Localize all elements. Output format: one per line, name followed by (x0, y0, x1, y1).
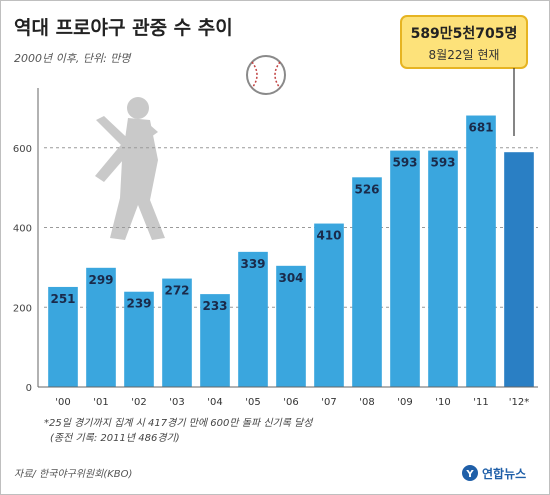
bar (86, 267, 116, 387)
data-label: 239 (126, 297, 151, 311)
data-label: 410 (316, 229, 341, 243)
svg-text:Y: Y (465, 469, 474, 480)
bar (390, 150, 420, 387)
footnote-2: (종전 기록: 2011년 486경기) (50, 432, 180, 444)
data-label: 593 (392, 156, 417, 170)
data-label: 681 (468, 121, 493, 135)
baseball-icon (246, 55, 286, 95)
bar (124, 291, 154, 387)
x-tick-label: '07 (321, 397, 336, 408)
bar (238, 251, 268, 387)
data-label: 339 (240, 257, 265, 271)
axis: 0 200 400 600 '00 '01 '02 '03 '04 '05 '06 '07 '08 '09… (13, 88, 538, 408)
data-label: 251 (50, 292, 75, 306)
bar (466, 115, 496, 388)
y-tick-label: 0 (26, 383, 32, 394)
bar (314, 223, 344, 387)
bar (428, 150, 458, 387)
x-tick-label: '02 (131, 397, 146, 408)
bar (352, 177, 382, 387)
x-tick-label: '12* (509, 397, 529, 408)
x-tick-label: '05 (245, 397, 260, 408)
source-credit: 자료/ 한국야구위원회(KBO) (14, 468, 132, 480)
callout-line2: 8월22일 현재 (429, 48, 500, 62)
brand-logo: Y 연합뉴스 (462, 465, 526, 481)
y-tick-label: 400 (13, 224, 32, 235)
callout: 589만5천705명 8월22일 현재 (400, 15, 528, 136)
brand-name: 연합뉴스 (482, 466, 526, 481)
bar (504, 152, 534, 387)
batter-silhouette (95, 97, 165, 240)
data-label: 272 (164, 284, 189, 298)
x-tick-label: '04 (207, 397, 222, 408)
x-tick-label: '03 (169, 397, 184, 408)
x-tick-label: '06 (283, 397, 298, 408)
bars: 251 299 239 272 233 339 304 410 526 593 593 681 (48, 115, 534, 388)
data-label: 304 (278, 271, 303, 285)
data-label: 526 (354, 182, 379, 196)
footnote-1: *25일 경기까지 집계 시 417경기 만에 600만 돌파 신기록 달성 (44, 417, 314, 429)
data-label: 593 (430, 156, 455, 170)
bar (200, 294, 230, 387)
x-tick-label: '10 (435, 397, 450, 408)
bar (48, 286, 78, 387)
bar (276, 265, 306, 387)
callout-line1: 589만5천705명 (411, 25, 518, 42)
x-tick-label: '09 (397, 397, 412, 408)
y-tick-label: 200 (13, 303, 32, 314)
x-tick-label: '11 (473, 397, 488, 408)
data-label: 233 (202, 299, 227, 313)
chart-subtitle: 2000년 이후, 단위: 만명 (14, 52, 132, 65)
bar (162, 278, 192, 387)
chart-title: 역대 프로야구 관중 수 추이 (14, 17, 233, 39)
x-tick-label: '01 (93, 397, 108, 408)
x-tick-label: '00 (55, 397, 70, 408)
x-tick-label: '08 (359, 397, 374, 408)
y-tick-label: 600 (13, 144, 32, 155)
data-label: 299 (88, 273, 113, 287)
